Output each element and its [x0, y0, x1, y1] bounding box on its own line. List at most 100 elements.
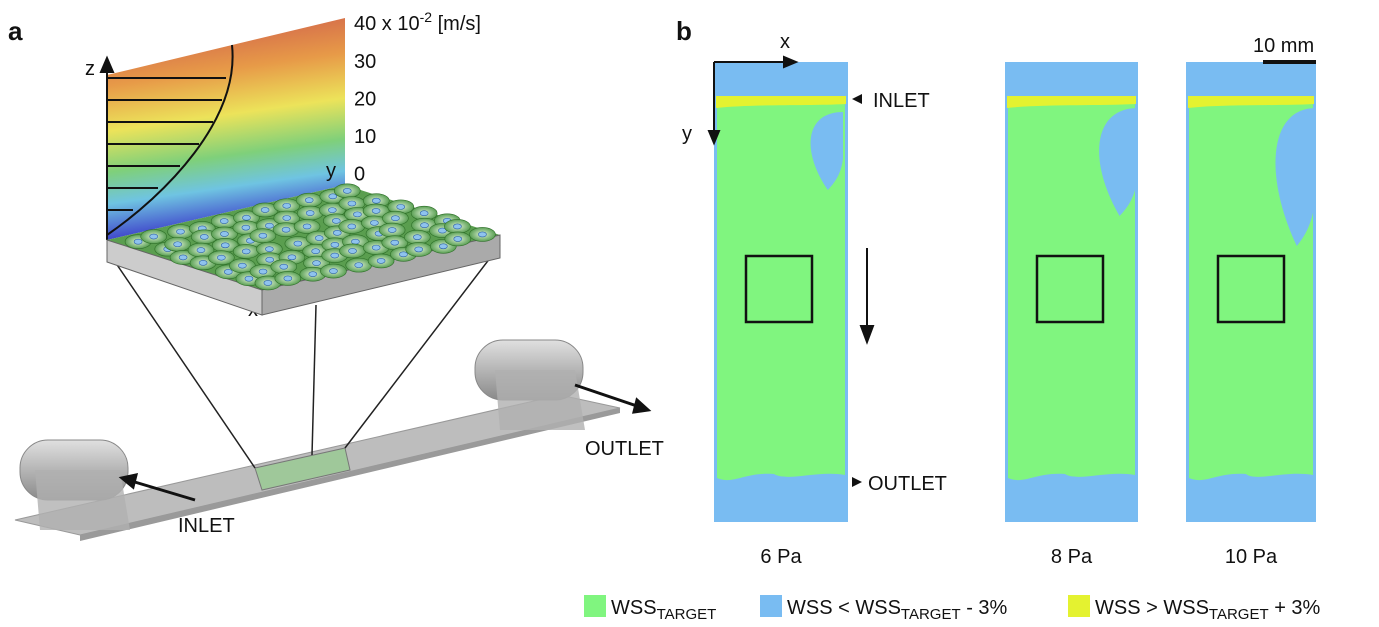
- nucleus: [372, 208, 380, 213]
- nucleus: [238, 263, 246, 268]
- nucleus: [179, 255, 187, 260]
- nucleus: [478, 232, 486, 237]
- nucleus: [150, 234, 158, 239]
- nucleus: [242, 225, 250, 230]
- nucleus: [372, 245, 380, 250]
- legend-label: WSS > WSSTARGET + 3%: [1095, 597, 1321, 622]
- channel: [15, 340, 620, 541]
- inlet-marker: [852, 94, 862, 104]
- nucleus: [266, 257, 274, 262]
- chamber: 8 Pa: [1005, 62, 1138, 568]
- colorbar-tick: 20: [354, 89, 376, 111]
- chamber: 6 Pa: [714, 62, 848, 568]
- inlet-label: INLET: [178, 515, 235, 537]
- panel-label: b: [676, 16, 692, 46]
- nucleus: [294, 241, 302, 246]
- nucleus: [348, 201, 356, 206]
- legend-tail: + 3%: [1269, 597, 1321, 619]
- nucleus: [220, 219, 228, 224]
- nucleus: [309, 272, 317, 277]
- nucleus: [306, 211, 314, 216]
- nucleus: [372, 198, 380, 203]
- colorbar-tick: 10: [354, 126, 376, 148]
- nucleus: [439, 244, 447, 249]
- figure: a INLET OUTLET z y x 40 x 10-2 [m/s] 30 2…: [0, 0, 1379, 622]
- colorbar-tick: 30: [354, 51, 376, 73]
- nucleus: [312, 249, 320, 254]
- legend-sub: TARGET: [901, 606, 961, 622]
- nucleus: [199, 260, 207, 265]
- chambers: 6 Pa 8 Pa 10 Pa: [714, 62, 1316, 568]
- nucleus: [259, 233, 267, 238]
- legend-main: WSS: [611, 597, 657, 619]
- chamber: 10 Pa: [1186, 62, 1316, 568]
- outlet-label: OUTLET: [585, 438, 664, 460]
- legend-tail: - 3%: [961, 597, 1008, 619]
- axis-y: y: [682, 123, 692, 145]
- legend-swatch: [760, 595, 782, 617]
- legend-swatch: [584, 595, 606, 617]
- nucleus: [355, 263, 363, 268]
- nucleus: [242, 215, 250, 220]
- nucleus: [280, 264, 288, 269]
- nucleus: [388, 228, 396, 233]
- nucleus: [333, 230, 341, 235]
- nucleus: [343, 188, 351, 193]
- outlet-marker: [852, 477, 862, 487]
- nucleus: [217, 255, 225, 260]
- legend-label: WSSTARGET: [611, 597, 716, 622]
- nucleus: [415, 247, 423, 252]
- nucleus: [265, 247, 273, 252]
- nucleus: [242, 249, 250, 254]
- nucleus: [303, 224, 311, 229]
- nucleus: [453, 224, 461, 229]
- colorbar-title: 40 x 10-2 [m/s]: [354, 9, 481, 35]
- nucleus: [283, 203, 291, 208]
- nucleus: [454, 236, 462, 241]
- axis-y: y: [326, 160, 336, 182]
- nucleus: [134, 239, 142, 244]
- condition-label: 8 Pa: [1051, 546, 1093, 568]
- nucleus: [197, 248, 205, 253]
- nucleus: [331, 242, 339, 247]
- nucleus: [420, 211, 428, 216]
- outlet-label: OUTLET: [868, 473, 947, 495]
- inlet-label: INLET: [873, 90, 930, 112]
- axis-z: z: [85, 58, 95, 80]
- nucleus: [259, 269, 267, 274]
- axis-x: x: [780, 31, 790, 53]
- nucleus: [348, 224, 356, 229]
- nucleus: [329, 269, 337, 274]
- nucleus: [353, 212, 361, 217]
- nucleus: [377, 258, 385, 263]
- nucleus: [331, 253, 339, 258]
- legend-main: WSS < WSS: [787, 597, 901, 619]
- colorbar-tick: 0: [354, 164, 365, 186]
- legend-sub: TARGET: [1209, 606, 1269, 622]
- panel-label: a: [8, 16, 23, 46]
- legend-main: WSS > WSS: [1095, 597, 1209, 619]
- nucleus: [328, 208, 336, 213]
- nucleus: [332, 218, 340, 223]
- colorbar-ticks: 30 20 10 0: [354, 51, 376, 186]
- condition-label: 6 Pa: [760, 546, 802, 568]
- legend-label: WSS < WSSTARGET - 3%: [787, 597, 1008, 622]
- nucleus: [176, 229, 184, 234]
- nucleus: [220, 231, 228, 236]
- nucleus: [351, 239, 359, 244]
- nucleus: [283, 215, 291, 220]
- nucleus: [329, 194, 337, 199]
- nucleus: [397, 204, 405, 209]
- nucleus: [399, 252, 407, 257]
- nucleus: [245, 276, 253, 281]
- nucleus: [265, 223, 273, 228]
- nucleus: [305, 198, 313, 203]
- nucleus: [288, 255, 296, 260]
- legend-swatch: [1068, 595, 1090, 617]
- nucleus: [174, 242, 182, 247]
- nucleus: [224, 269, 232, 274]
- nucleus: [413, 235, 421, 240]
- nucleus: [282, 227, 290, 232]
- nucleus: [370, 220, 378, 225]
